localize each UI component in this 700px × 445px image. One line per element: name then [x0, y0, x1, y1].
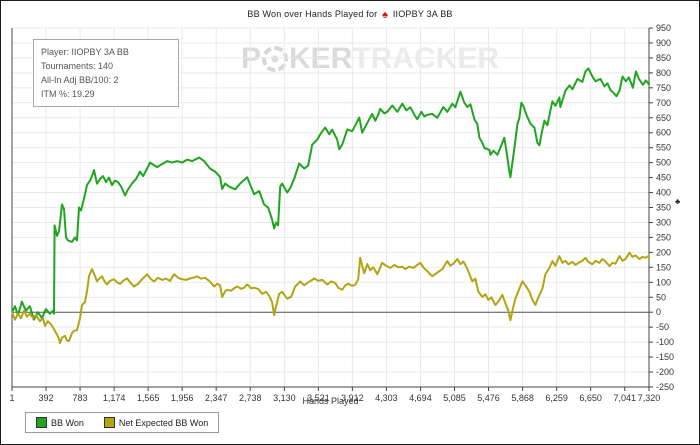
- player-info-box: Player: IIOPBY 3A BB Tournaments: 140 Al…: [33, 39, 179, 107]
- chart-title-player: IIOPBY 3A BB: [392, 9, 453, 19]
- y-axis-club-icon: ♣: [675, 197, 681, 206]
- x-axis-title: Hands Played: [302, 396, 359, 406]
- x-tick-label: 1,956: [171, 393, 194, 403]
- y-tick-label: 700: [656, 98, 671, 108]
- series-line-bb-won: [11, 67, 650, 321]
- y-tick-label: -100: [656, 337, 674, 347]
- x-tick-label: 5,085: [443, 393, 466, 403]
- y-tick-label: 750: [656, 83, 671, 93]
- y-tick-label: 100: [656, 277, 671, 287]
- y-tick-label: -50: [656, 322, 669, 332]
- chart-title: BB Won over Hands Played for ♠ IIOPBY 3A…: [1, 9, 699, 21]
- watermark-part3: TRACKER: [352, 42, 500, 75]
- info-tournaments: Tournaments: 140: [41, 61, 114, 71]
- y-tick-label: 350: [656, 203, 671, 213]
- y-tick-label: 400: [656, 188, 671, 198]
- legend-item-bb-won: BB Won: [36, 417, 84, 428]
- x-tick-label: 7,320: [638, 393, 661, 403]
- net-expected-swatch: [103, 417, 115, 428]
- y-tick-label: 800: [656, 68, 671, 78]
- pokertracker-watermark: P KER TRACKER: [241, 42, 499, 76]
- x-tick-label: 392: [39, 393, 54, 403]
- bb-won-label: BB Won: [51, 417, 84, 428]
- info-itm: ITM %: 19.29: [41, 89, 95, 99]
- legend: BB Won Net Expected BB Won: [25, 412, 220, 433]
- bb-won-swatch: [36, 417, 47, 428]
- y-tick-label: 250: [656, 232, 671, 242]
- y-tick-label: 500: [656, 158, 671, 168]
- y-tick-label: 50: [656, 292, 666, 302]
- x-tick-label: 2,738: [239, 393, 262, 403]
- x-tick-label: 4,303: [375, 393, 398, 403]
- info-player: Player: IIOPBY 3A BB: [41, 47, 129, 57]
- y-tick-label: 550: [656, 143, 671, 153]
- spade-icon: ♠: [382, 9, 389, 21]
- x-tick-label: 3,912: [341, 393, 364, 403]
- series-line-net-expected-bb-won: [11, 251, 650, 344]
- info-allin-adj: All-In Adj BB/100: 2: [41, 75, 119, 85]
- x-tick-label: 1,174: [103, 393, 126, 403]
- legend-item-net-expected: Net Expected BB Won: [103, 417, 209, 428]
- x-tick-label: 5,868: [511, 393, 534, 403]
- watermark-part1: P: [241, 42, 262, 75]
- x-tick-label: 6,259: [545, 393, 568, 403]
- y-tick-label: 850: [656, 53, 671, 63]
- y-tick-label: 450: [656, 173, 671, 183]
- y-tick-label: 600: [656, 128, 671, 138]
- y-tick-label: 200: [656, 247, 671, 257]
- watermark-part2: KER: [289, 42, 353, 75]
- y-tick-label: -250: [656, 382, 674, 392]
- y-tick-label: 950: [656, 23, 671, 33]
- y-tick-label: 0: [656, 307, 661, 317]
- x-tick-label: 2,347: [205, 393, 228, 403]
- poker-chip-icon: [262, 46, 289, 72]
- x-tick-label: 1: [9, 393, 14, 403]
- y-tick-label: -200: [656, 367, 674, 377]
- y-tick-label: 300: [656, 217, 671, 227]
- x-tick-label: 3,130: [273, 393, 296, 403]
- x-tick-label: 5,476: [477, 393, 500, 403]
- x-tick-label: 7,041: [613, 393, 636, 403]
- chart-title-prefix: BB Won over Hands Played for: [247, 9, 378, 19]
- x-tick-label: 4,694: [409, 393, 432, 403]
- y-tick-label: -150: [656, 352, 674, 362]
- x-tick-label: 3,521: [307, 393, 330, 403]
- x-tick-label: 783: [73, 393, 88, 403]
- net-expected-label: Net Expected BB Won: [118, 417, 209, 428]
- x-tick-label: 6,650: [579, 393, 602, 403]
- y-tick-label: 650: [656, 113, 671, 123]
- x-tick-label: 1,565: [137, 393, 160, 403]
- y-tick-label: 900: [656, 38, 671, 48]
- y-tick-label: 150: [656, 262, 671, 272]
